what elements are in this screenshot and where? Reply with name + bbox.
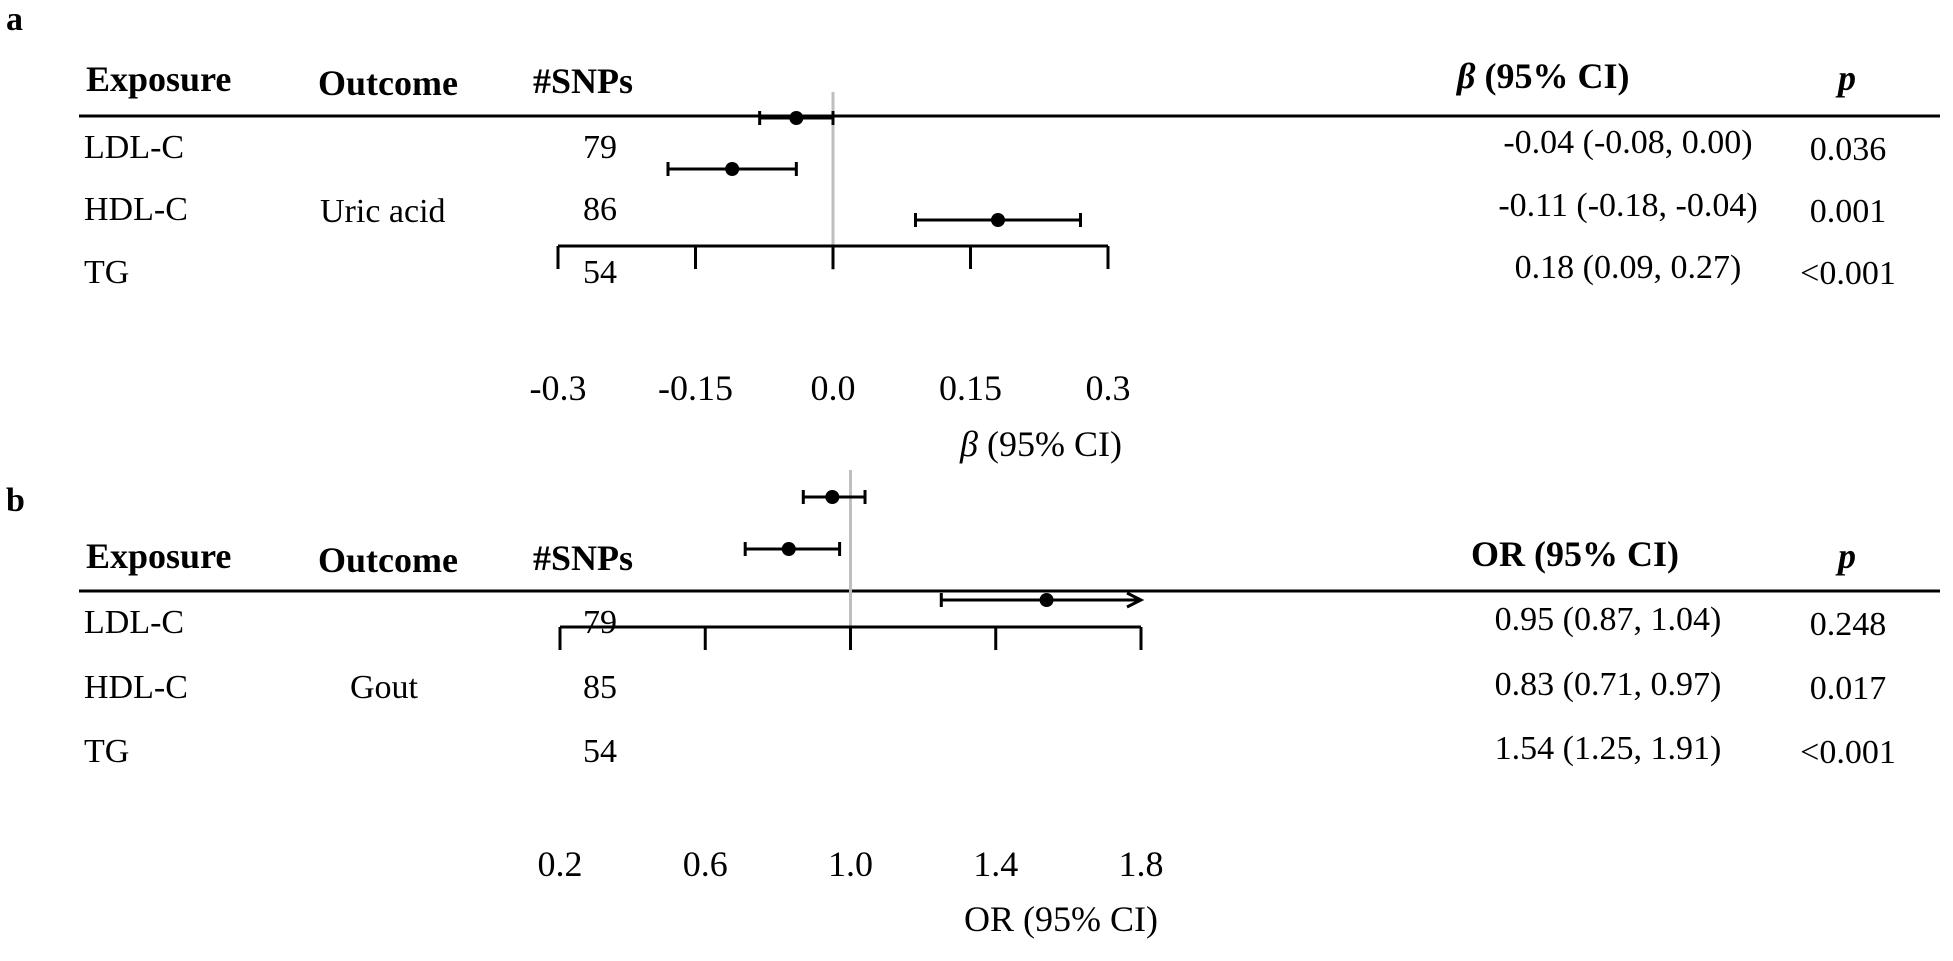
row-snps: 54 — [583, 733, 617, 770]
forest-plot-b — [558, 470, 1145, 650]
header-snps: #SNPs — [533, 61, 633, 101]
header-snps: #SNPs — [533, 538, 633, 578]
row-estimate-text: -0.04 (-0.08, 0.00) — [1503, 124, 1752, 161]
point-estimate — [781, 542, 796, 556]
row-p-value: <0.001 — [1800, 255, 1896, 292]
row-estimate-text: 0.83 (0.71, 0.97) — [1495, 666, 1722, 703]
point-estimate — [825, 490, 840, 504]
header-exposure: Exposure — [86, 536, 231, 576]
tick-label: 1.0 — [828, 844, 873, 884]
point-estimate — [1039, 593, 1054, 607]
row-exposure: TG — [84, 733, 129, 770]
header-exposure: Exposure — [86, 59, 231, 99]
ci-row — [801, 490, 867, 504]
row-estimate-text: 1.54 (1.25, 1.91) — [1495, 730, 1722, 767]
row-exposure: HDL-C — [84, 191, 188, 228]
row-p-value: 0.036 — [1810, 131, 1887, 168]
axis-title-suffix: (95% CI) — [978, 424, 1122, 464]
panel-label: b — [6, 482, 25, 519]
tick-label: 0.3 — [1086, 368, 1131, 408]
axis-title-symbol: β — [959, 424, 978, 464]
row-snps: 85 — [583, 669, 617, 706]
header-estimate: OR (95% CI) — [1471, 534, 1679, 574]
tick-label: 0.2 — [538, 844, 583, 884]
point-estimate — [991, 213, 1005, 227]
tick-label: 0.15 — [939, 368, 1002, 408]
row-estimate-text: 0.95 (0.87, 1.04) — [1495, 601, 1722, 638]
row-outcome: Uric acid — [320, 193, 446, 230]
panel-a: a Exposure Outcome #SNPs β (95% CI) p LD… — [6, 1, 1940, 464]
row-snps: 86 — [583, 191, 617, 228]
point-estimate — [789, 111, 804, 125]
row-exposure: LDL-C — [84, 604, 184, 641]
ci-row — [666, 162, 798, 176]
header-p: p — [1835, 536, 1856, 576]
axis-title: OR (95% CI) — [964, 899, 1158, 939]
forest-plot-a — [556, 92, 1110, 270]
ci-row — [939, 591, 1145, 609]
row-p-value: 0.248 — [1810, 606, 1887, 643]
row-snps: 79 — [583, 604, 617, 641]
row-snps: 79 — [583, 129, 617, 166]
point-estimate — [725, 162, 740, 176]
header-p: p — [1835, 58, 1856, 98]
tick-label: -0.15 — [658, 368, 733, 408]
header-estimate: β (95% CI) — [1455, 56, 1629, 96]
panel-b: b Exposure Outcome #SNPs OR (95% CI) p L… — [6, 470, 1940, 939]
header-estimate-suffix: (95% CI) — [1475, 56, 1629, 96]
row-estimate-text: -0.11 (-0.18, -0.04) — [1498, 187, 1757, 224]
row-p-value: 0.017 — [1810, 670, 1887, 707]
header-estimate-suffix: OR (95% CI) — [1471, 534, 1679, 574]
row-outcome: Gout — [350, 669, 419, 706]
ci-row — [758, 111, 835, 125]
axis-title-suffix: OR (95% CI) — [964, 899, 1158, 939]
tick-label: -0.3 — [530, 368, 587, 408]
header-outcome: Outcome — [318, 63, 458, 103]
ci-row — [743, 542, 842, 556]
header-estimate-symbol: β — [1455, 56, 1476, 96]
row-exposure: TG — [84, 254, 129, 291]
row-exposure: LDL-C — [84, 129, 184, 166]
panel-label: a — [6, 1, 23, 38]
row-estimate-text: 0.18 (0.09, 0.27) — [1515, 249, 1742, 286]
tick-label: 0.0 — [811, 368, 856, 408]
row-p-value: 0.001 — [1810, 193, 1887, 230]
row-snps: 54 — [583, 254, 617, 291]
tick-label: 1.4 — [973, 844, 1018, 884]
tick-label: 1.8 — [1119, 844, 1164, 884]
ci-row — [914, 213, 1082, 227]
row-p-value: <0.001 — [1800, 734, 1896, 771]
tick-label: 0.6 — [683, 844, 728, 884]
row-exposure: HDL-C — [84, 669, 188, 706]
ci-arrow — [1126, 591, 1145, 609]
header-outcome: Outcome — [318, 540, 458, 580]
axis-title: β (95% CI) — [959, 424, 1122, 464]
